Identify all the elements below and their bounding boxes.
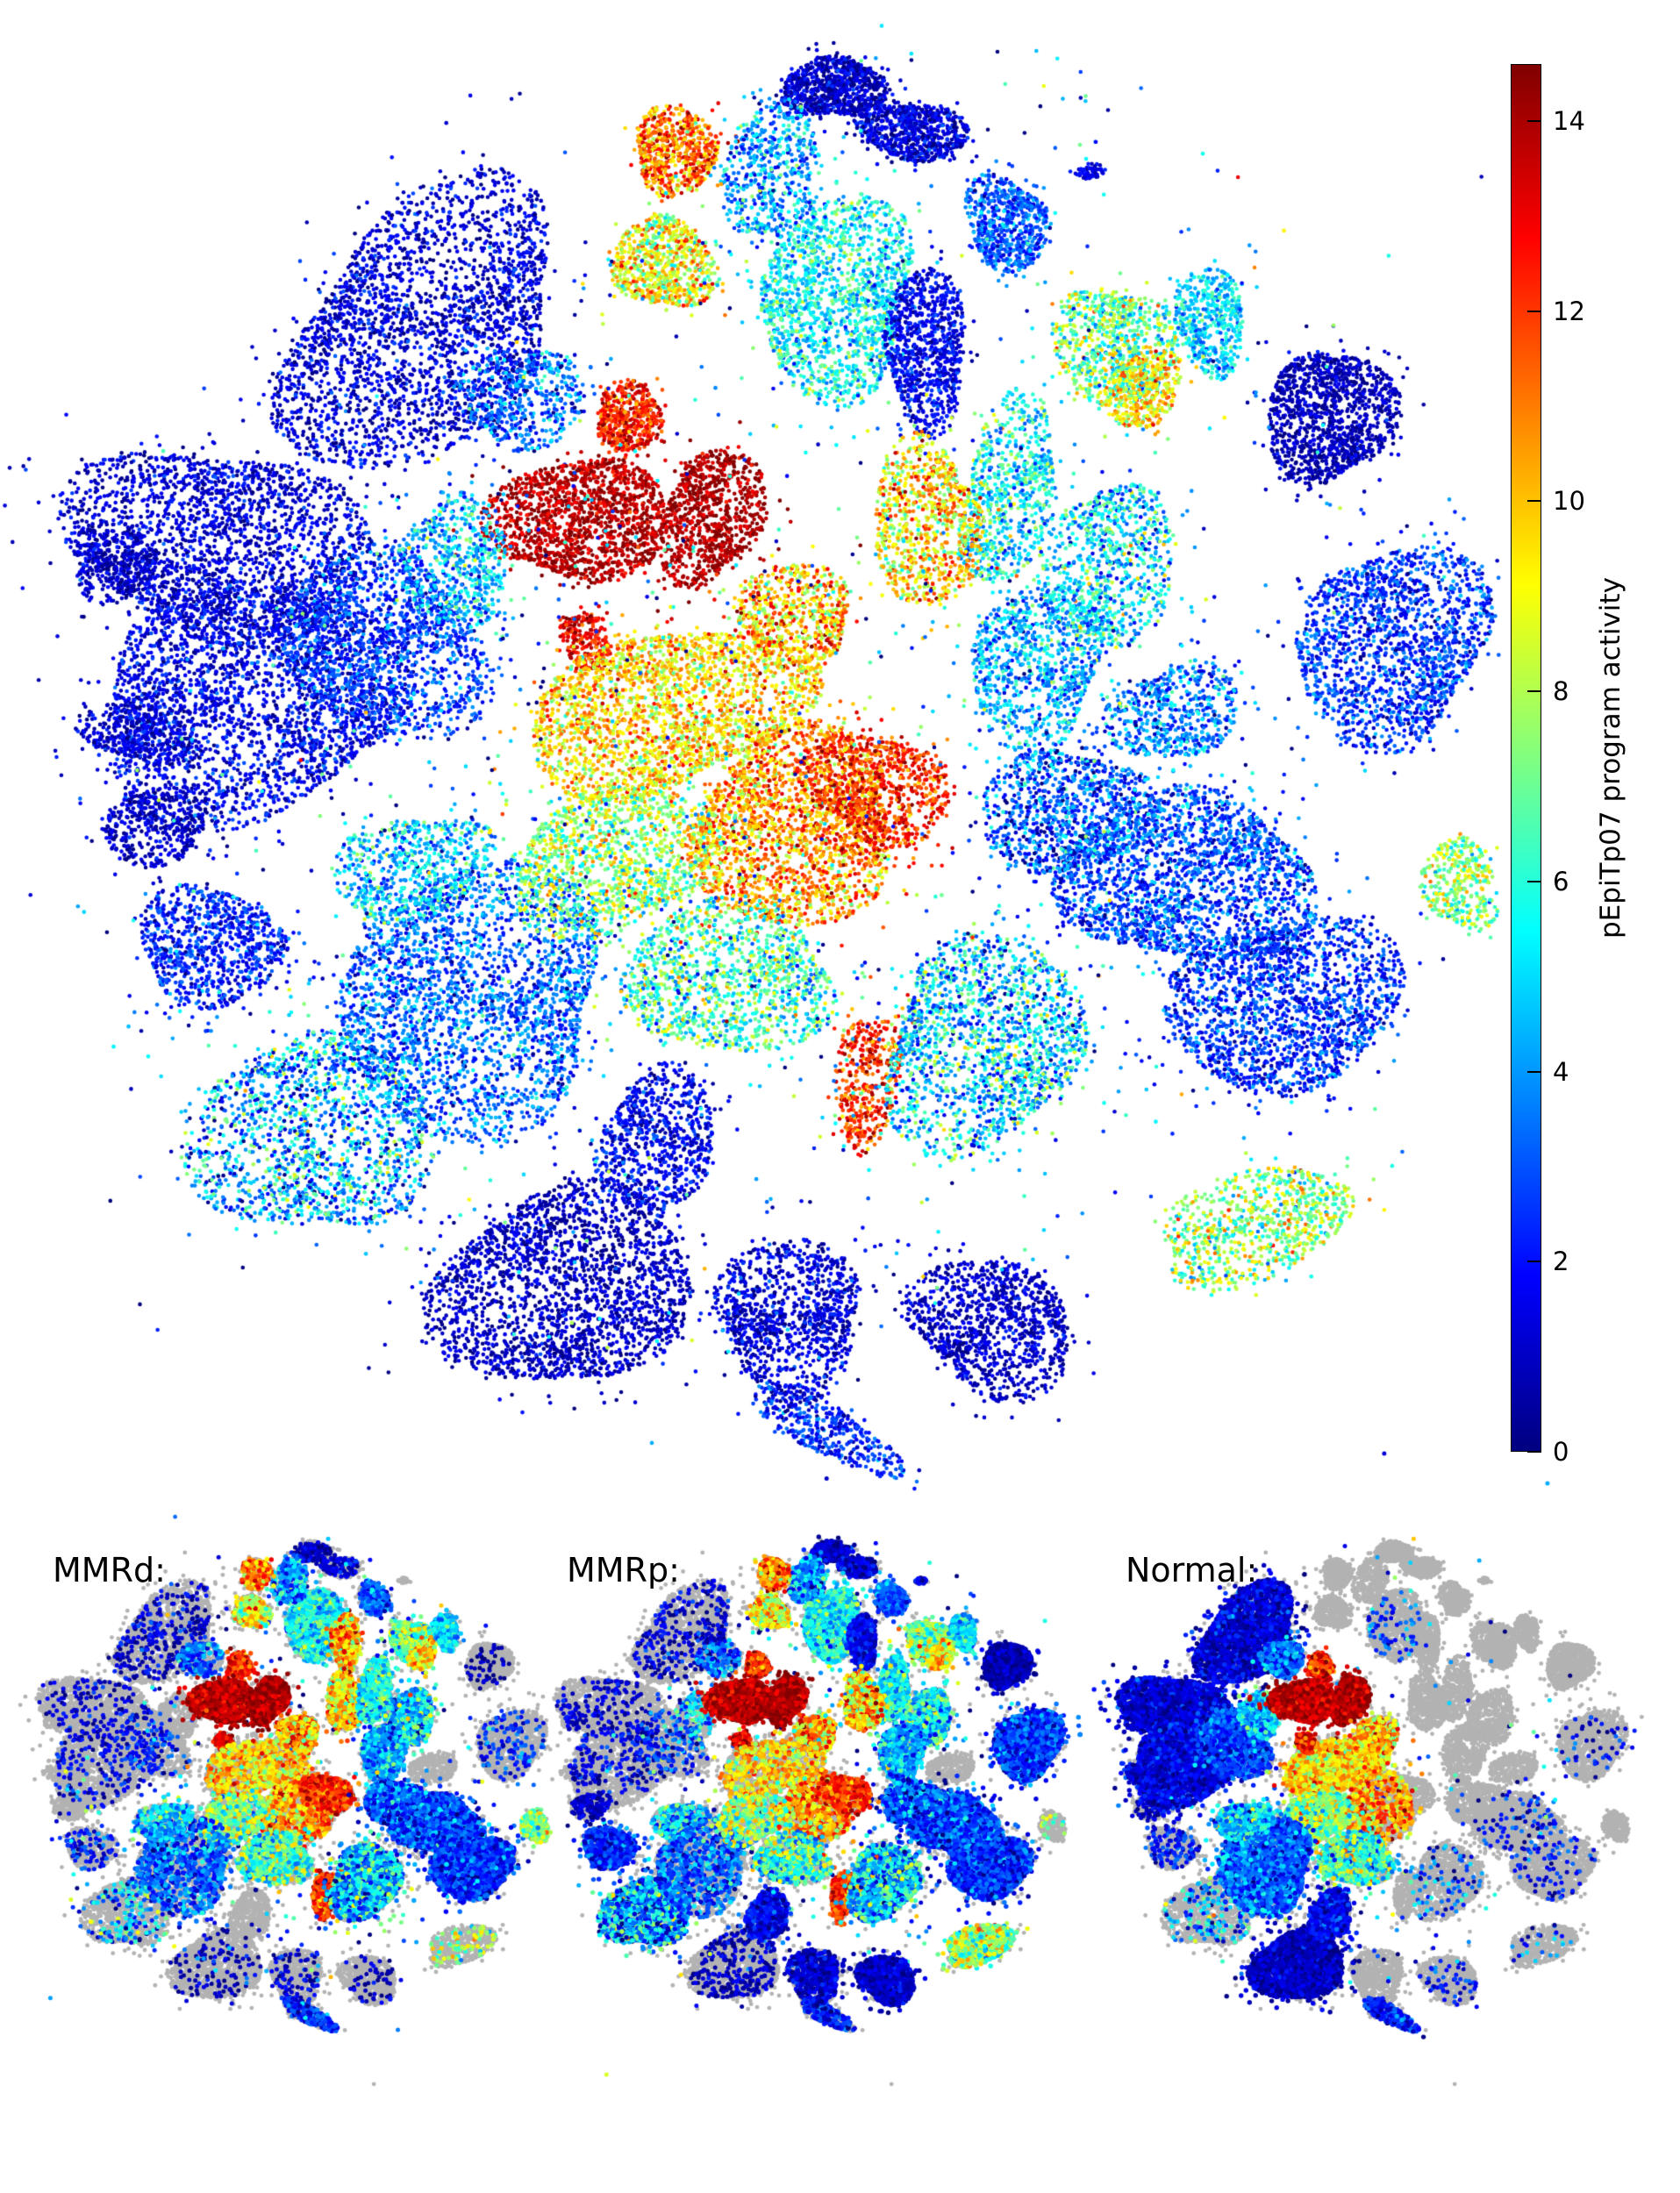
colorbar-tick xyxy=(1527,690,1541,693)
colorbar-tick xyxy=(1527,500,1541,503)
colorbar-tick xyxy=(1527,1451,1541,1453)
colorbar xyxy=(1511,64,1541,1452)
colorbar-tick-label: 4 xyxy=(1553,1056,1569,1087)
colorbar-tick-label: 10 xyxy=(1553,486,1585,517)
colorbar-tick xyxy=(1527,880,1541,882)
colorbar-tick-label: 14 xyxy=(1553,106,1585,136)
colorbar-tick xyxy=(1527,310,1541,312)
colorbar-tick-label: 6 xyxy=(1553,866,1569,896)
colorbar-tick-label: 8 xyxy=(1553,676,1569,707)
colorbar-tick xyxy=(1527,120,1541,122)
colorbar-tick xyxy=(1527,1261,1541,1263)
subplot-label-normal: Normal: xyxy=(1126,1551,1258,1589)
colorbar-tick-label: 0 xyxy=(1553,1437,1569,1467)
colorbar-tick-label: 12 xyxy=(1553,296,1585,326)
colorbar-title: pEpiTp07 program activity xyxy=(1595,577,1626,939)
colorbar-tick-label: 2 xyxy=(1553,1247,1569,1277)
colorbar-tick xyxy=(1527,1070,1541,1073)
subplot-label-mmrp: MMRp: xyxy=(567,1551,680,1589)
subplot-label-mmrd: MMRd: xyxy=(53,1551,166,1589)
